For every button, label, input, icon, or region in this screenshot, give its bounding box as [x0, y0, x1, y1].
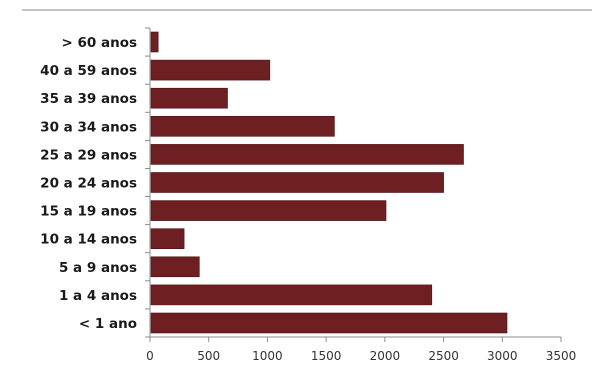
category-label: 30 a 34 anos: [40, 119, 137, 135]
bar: [150, 59, 271, 81]
bar: [150, 312, 508, 334]
x-tick-label: 2500: [428, 349, 459, 363]
x-tick-label: 3000: [487, 349, 518, 363]
bar: [150, 256, 200, 278]
bar: [150, 144, 464, 165]
x-tick-label: 2000: [370, 349, 401, 363]
bar: [150, 200, 387, 221]
category-label: 40 a 59 anos: [40, 63, 137, 79]
category-label: 35 a 39 anos: [40, 91, 137, 107]
bar: [150, 228, 185, 249]
category-labels-group: > 60 anos 40 a 59 anos 35 a 39 anos 30 a 34…: [40, 35, 137, 332]
x-ticks-group: 0 500 1000 1500 2000 2500 3000 3500: [145, 27, 577, 363]
category-label: < 1 ano: [79, 316, 137, 332]
bar: [150, 284, 433, 306]
bar: [150, 31, 159, 53]
category-label: 20 a 24 anos: [40, 176, 137, 192]
category-label: > 60 anos: [61, 35, 137, 51]
category-label: 25 a 29 anos: [40, 147, 137, 163]
bar: [150, 87, 228, 109]
x-tick-label: 500: [197, 349, 220, 363]
bars-group: [150, 31, 508, 334]
x-tick-label: 1000: [252, 349, 283, 363]
bar: [150, 116, 335, 137]
x-tick-label: 1500: [311, 349, 342, 363]
category-label: 15 a 19 anos: [40, 204, 137, 220]
category-label: 5 a 9 anos: [59, 260, 137, 276]
x-tick-label: 3500: [546, 349, 577, 363]
bar: [150, 172, 444, 193]
category-label: 10 a 14 anos: [40, 232, 137, 248]
category-label: 1 a 4 anos: [59, 288, 137, 304]
x-tick-label: 0: [146, 349, 154, 363]
